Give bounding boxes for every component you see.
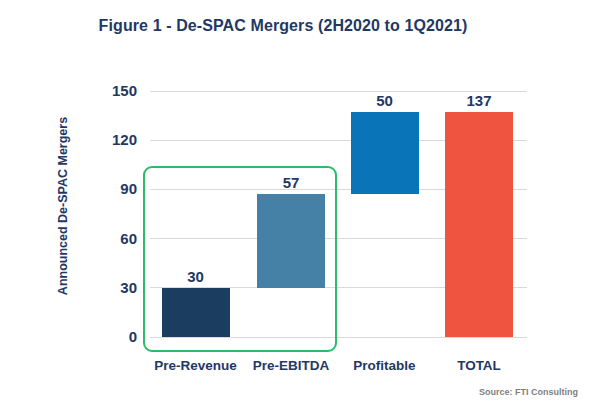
bar-value-label-total: 137	[445, 93, 513, 109]
bar-profitable	[351, 112, 419, 194]
source-note: Source: FTI Consulting	[479, 387, 578, 397]
x-axis-label-profitable: Profitable	[330, 358, 440, 373]
bar-total	[445, 112, 513, 337]
y-tick-label: 0	[92, 328, 137, 346]
y-tick-label: 90	[92, 180, 137, 198]
y-tick-label: 150	[92, 82, 137, 100]
bar-value-label-profitable: 50	[351, 93, 419, 109]
bar-value-label-pre-revenue: 30	[162, 269, 230, 285]
y-tick-label: 60	[92, 230, 137, 248]
y-tick-label: 120	[92, 131, 137, 149]
x-axis-label-total: TOTAL	[424, 358, 534, 373]
x-axis-label-pre-revenue: Pre-Revenue	[141, 358, 251, 373]
bar-value-label-pre-ebitda: 57	[257, 175, 325, 191]
y-axis-title: Announced De-SPAC Mergers	[56, 117, 70, 295]
bar-pre-revenue	[162, 288, 230, 337]
figure-container: Figure 1 - De-SPAC Mergers (2H2020 to 1Q…	[0, 0, 600, 409]
y-tick-label: 30	[92, 279, 137, 297]
plot-area: 030609012015030Pre-Revenue57Pre-EBITDA50…	[150, 91, 527, 337]
bar-pre-ebitda	[257, 194, 325, 287]
chart-title: Figure 1 - De-SPAC Mergers (2H2020 to 1Q…	[0, 17, 566, 35]
